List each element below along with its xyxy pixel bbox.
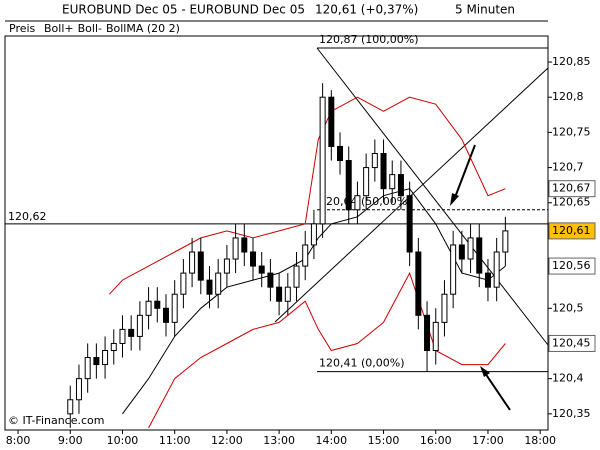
band-line xyxy=(148,271,506,429)
x-tick-label: 15:00 xyxy=(368,434,400,447)
price-label-box xyxy=(548,257,596,275)
candle-body xyxy=(467,237,474,260)
price-label-box xyxy=(548,222,596,240)
y-tick-label: 120,75 xyxy=(552,125,591,138)
candle-body xyxy=(197,251,204,281)
candle-body xyxy=(397,174,404,197)
legend-entry: Boll+ xyxy=(44,22,74,35)
candle-body xyxy=(258,265,265,274)
candle-body xyxy=(84,357,91,380)
candle-body xyxy=(119,328,126,344)
candle-body xyxy=(450,244,457,295)
crosshair-label: 120,62 xyxy=(8,210,47,223)
candle-body xyxy=(345,160,352,211)
candle-body xyxy=(215,272,222,295)
y-tick-label: 120,35 xyxy=(552,407,591,420)
candle-body xyxy=(337,145,344,162)
candle-body xyxy=(302,244,309,267)
interval: 5 Minuten xyxy=(455,3,515,17)
y-tick-label: 120,65 xyxy=(552,196,591,209)
arrow xyxy=(484,372,511,411)
price-label: 120,45 xyxy=(552,336,591,349)
candle-body xyxy=(250,251,257,267)
x-tick-label: 16:00 xyxy=(420,434,452,447)
candle-body xyxy=(128,328,135,337)
y-tick-label: 120,85 xyxy=(552,55,591,68)
candle-body xyxy=(293,265,300,288)
candle-body xyxy=(493,251,500,288)
candle-body xyxy=(241,237,248,253)
trend-line xyxy=(316,47,549,346)
arrow xyxy=(453,144,476,201)
candle-body xyxy=(380,152,387,190)
candle-body xyxy=(328,96,335,147)
candle-body xyxy=(284,286,291,302)
price-label-box xyxy=(548,334,596,352)
candle-body xyxy=(389,174,396,190)
x-tick-label: 12:00 xyxy=(211,434,243,447)
candle-body xyxy=(502,230,509,253)
candle-body xyxy=(93,357,100,366)
arrow-head xyxy=(450,193,459,206)
legend-entry: BollMA (20 2) xyxy=(106,22,180,35)
legend-price: Preis xyxy=(9,22,36,35)
x-tick-label: 11:00 xyxy=(159,434,191,447)
candle-body xyxy=(75,378,82,401)
candle-body xyxy=(232,237,239,260)
price-label: 120,61 xyxy=(552,224,591,237)
candle-body xyxy=(267,272,274,288)
candle-body xyxy=(206,279,213,295)
x-tick-label: 17:00 xyxy=(472,434,504,447)
candle-body xyxy=(415,251,422,316)
candle-body xyxy=(154,300,161,309)
copyright: © IT-Finance.com xyxy=(8,414,105,427)
candle-body xyxy=(162,307,169,323)
candle-body xyxy=(319,96,326,225)
y-tick-label: 120,4 xyxy=(552,372,584,385)
chart-title: EUROBUND Dec 05 - EUROBUND Dec 05 xyxy=(62,3,305,17)
y-tick-label: 120,7 xyxy=(552,161,584,174)
trend-line xyxy=(274,67,549,323)
candle-body xyxy=(67,399,74,415)
x-tick-label: 9:00 xyxy=(58,434,83,447)
x-tick-label: 8:00 xyxy=(6,434,31,447)
fib-label: 120,87 (100,00%) xyxy=(319,33,419,46)
candle-body xyxy=(441,293,448,323)
candle-body xyxy=(276,286,283,302)
candle-body xyxy=(354,195,361,211)
candle-body xyxy=(363,167,370,197)
y-tick-label: 120,8 xyxy=(552,90,584,103)
candle-body xyxy=(136,314,143,337)
price-text: 120,61 (+0,37%) xyxy=(315,3,418,17)
fib-label: 120,64 (50,00%) xyxy=(319,195,412,208)
candle-body xyxy=(310,223,317,246)
candle-body xyxy=(223,258,230,274)
candle-body xyxy=(484,272,491,288)
x-tick-label: 14:00 xyxy=(315,434,347,447)
band-line xyxy=(122,188,506,415)
legend-entry: Boll- xyxy=(78,22,102,35)
candle-body xyxy=(432,321,439,351)
price-label: 120,56 xyxy=(552,259,591,272)
x-tick-label: 13:00 xyxy=(263,434,295,447)
x-tick-label: 10:00 xyxy=(107,434,139,447)
fib-label: 120,41 (0,00%) xyxy=(319,357,405,370)
candle-body xyxy=(171,293,178,323)
candle-body xyxy=(371,152,378,169)
candle-body xyxy=(424,314,431,351)
candle-body xyxy=(406,195,413,253)
candle-body xyxy=(180,272,187,295)
x-tick-label: 18:00 xyxy=(524,434,556,447)
candle-body xyxy=(476,237,483,274)
price-label-box xyxy=(548,180,596,198)
y-tick-label: 120,5 xyxy=(552,301,584,314)
candle-body xyxy=(189,251,196,274)
candle-body xyxy=(458,244,465,260)
price-label: 120,67 xyxy=(552,182,591,195)
candle-body xyxy=(145,300,152,316)
candle-body xyxy=(102,349,109,366)
band-line xyxy=(109,96,506,295)
candle-body xyxy=(110,342,117,351)
